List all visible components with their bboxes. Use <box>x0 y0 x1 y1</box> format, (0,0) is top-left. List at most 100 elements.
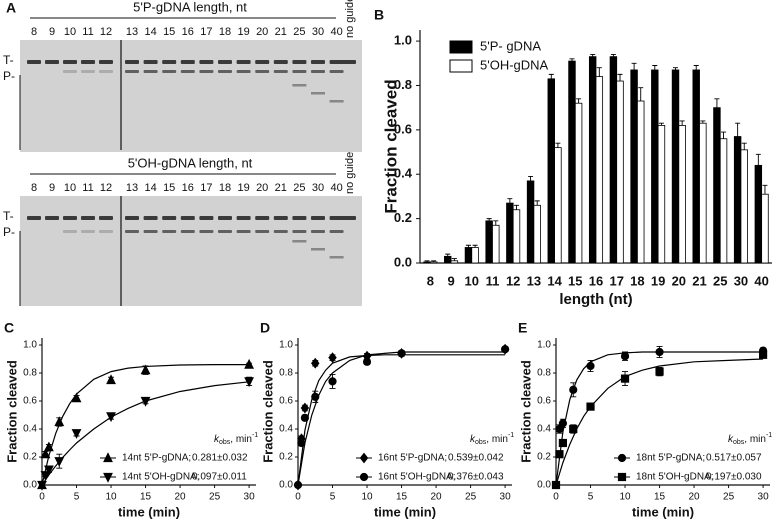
product-band <box>236 70 251 73</box>
x-tick-label: 25 <box>465 492 477 503</box>
y-tick-label: 0.6 <box>537 396 551 407</box>
x-tick-label: 8 <box>427 273 434 288</box>
x-tick-label: 15 <box>396 492 408 503</box>
legend-label: 18nt 5'OH-gDNA; <box>636 472 714 483</box>
bar <box>733 136 742 264</box>
bar <box>699 122 707 264</box>
target-band <box>342 216 356 220</box>
target-band <box>218 216 232 220</box>
bar <box>423 261 431 264</box>
data-point <box>300 413 310 422</box>
legend-label: 5'OH-gDNA <box>480 57 549 72</box>
x-tick-label: 19 <box>651 273 665 288</box>
x-axis-label: time (min) <box>374 504 436 519</box>
x-tick-label: 5 <box>588 492 594 503</box>
product-band <box>218 230 232 233</box>
product-band <box>81 70 95 73</box>
x-tick-label: 25 <box>723 492 735 503</box>
target-band <box>99 60 113 64</box>
lane-label: 21 <box>275 182 287 194</box>
y-tick-label: 0.6 <box>394 121 412 136</box>
lane-label: 17 <box>200 26 212 38</box>
bar <box>471 247 479 264</box>
data-point <box>328 352 337 364</box>
target-band <box>255 216 270 220</box>
error-bar <box>548 73 554 79</box>
target-band <box>63 216 77 220</box>
product-band <box>81 230 95 233</box>
y-tick-label: 0.2 <box>279 452 293 463</box>
target-band <box>162 60 177 64</box>
legend-title: kobs, min-1 <box>728 432 772 446</box>
bar <box>512 209 521 264</box>
data-point <box>397 349 406 358</box>
error-bar <box>755 153 761 166</box>
error-bar <box>735 122 741 137</box>
lane-label: 13 <box>126 26 138 38</box>
product-band <box>162 230 177 233</box>
bar <box>574 102 583 264</box>
data-point <box>362 357 372 366</box>
data-point <box>71 429 82 439</box>
lane-label: 8 <box>31 182 37 194</box>
data-point <box>37 480 47 491</box>
bar <box>740 149 748 264</box>
bar <box>678 125 686 264</box>
error-bar <box>445 253 451 257</box>
error-bar <box>762 184 768 195</box>
x-tick-label: 0 <box>553 492 559 503</box>
legend-label: 16nt 5'P-gDNA; <box>378 453 447 464</box>
target-band <box>81 216 95 220</box>
x-tick-label: 18 <box>630 273 644 288</box>
no-guide-label: no guide <box>344 152 356 194</box>
y-tick-label: 0.8 <box>279 368 293 379</box>
product-band <box>199 230 214 233</box>
bar <box>719 138 728 264</box>
fit-curve <box>297 354 506 486</box>
legend-label: 5'P- gDNA <box>480 38 541 53</box>
target-band <box>236 60 251 64</box>
product-band <box>63 230 77 233</box>
error-bar <box>555 142 561 148</box>
lane-label: 13 <box>126 182 138 194</box>
target-band <box>45 216 59 220</box>
error-bar <box>451 258 457 261</box>
product-band <box>99 70 113 73</box>
y-tick-label: 1.0 <box>394 33 412 48</box>
data-point <box>40 448 51 459</box>
x-tick-label: 30 <box>500 492 512 503</box>
x-tick-label: 10 <box>619 492 631 503</box>
error-bar <box>431 260 437 262</box>
x-tick-label: 30 <box>244 492 256 503</box>
data-point <box>54 416 65 427</box>
error-bar <box>631 62 637 70</box>
error-bar <box>576 98 582 104</box>
product-band <box>125 230 139 233</box>
fit-curve <box>297 351 506 486</box>
target-band <box>125 60 139 64</box>
bar <box>444 255 452 264</box>
legend-label: 16nt 5'OH-gDNA; <box>378 472 456 483</box>
legend-title-part: obs <box>475 439 487 446</box>
panel-label: C <box>4 320 14 336</box>
x-tick-label: 25 <box>713 273 727 288</box>
lane-label: 30 <box>312 182 324 194</box>
gel-title: 5'P-gDNA length, nt <box>133 0 247 14</box>
legend-k: 0.197±0.030 <box>706 472 762 483</box>
error-bar <box>486 218 492 221</box>
product-band <box>329 100 344 103</box>
legend-title-part: , min <box>486 434 508 445</box>
y-tick-label: 0.2 <box>23 452 37 463</box>
legend-title-part: k <box>470 434 476 445</box>
bar <box>506 202 514 264</box>
product-band <box>125 70 139 73</box>
product-band <box>63 70 77 73</box>
bar <box>533 204 541 264</box>
data-point <box>620 352 630 361</box>
product-band <box>255 230 270 233</box>
bar <box>450 260 459 264</box>
y-tick-label: 0.2 <box>537 452 551 463</box>
x-tick-label: 20 <box>431 492 443 503</box>
lane-label: 40 <box>330 182 342 194</box>
data-point <box>500 345 510 354</box>
